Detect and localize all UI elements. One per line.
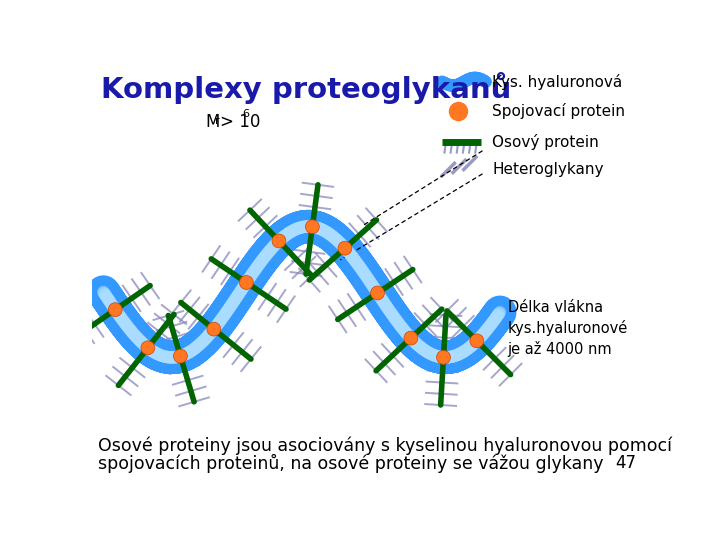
- Text: Komplexy proteoglykanů: Komplexy proteoglykanů: [101, 72, 511, 105]
- Circle shape: [174, 349, 187, 363]
- Circle shape: [141, 341, 155, 355]
- Text: Kys. hyaluronová: Kys. hyaluronová: [492, 74, 623, 90]
- Text: 47: 47: [616, 454, 636, 471]
- Text: Spojovací protein: Spojovací protein: [492, 103, 625, 119]
- Text: Osové proteiny jsou asociovány s kyselinou hyaluronovou pomocí: Osové proteiny jsou asociovány s kyselin…: [98, 437, 672, 455]
- Circle shape: [436, 350, 451, 365]
- Text: spojovacích proteinů, na osové proteiny se vážou glykany: spojovacích proteinů, na osové proteiny …: [98, 454, 603, 472]
- Circle shape: [207, 322, 221, 336]
- Text: r: r: [215, 116, 220, 126]
- Circle shape: [338, 241, 352, 255]
- Circle shape: [108, 303, 122, 316]
- Text: Heteroglykany: Heteroglykany: [492, 162, 603, 177]
- Text: > 10: > 10: [220, 112, 260, 131]
- Text: 6: 6: [242, 109, 249, 119]
- Text: Osový protein: Osový protein: [492, 134, 599, 150]
- Circle shape: [240, 275, 253, 289]
- Circle shape: [470, 334, 484, 348]
- Circle shape: [404, 331, 418, 345]
- Circle shape: [305, 220, 319, 234]
- Circle shape: [371, 286, 384, 300]
- Text: M: M: [206, 112, 220, 131]
- Circle shape: [272, 234, 286, 248]
- Text: Délka vlákna
kys.hyaluronové
je až 4000 nm: Délka vlákna kys.hyaluronové je až 4000 …: [508, 300, 628, 357]
